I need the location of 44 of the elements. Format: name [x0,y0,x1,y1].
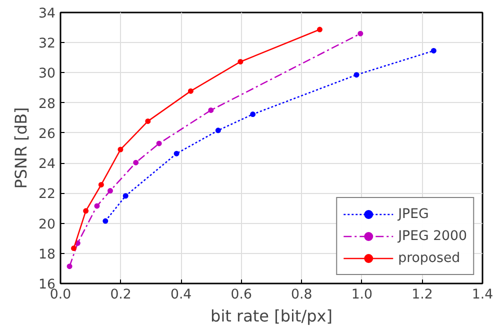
x-tick-label: 0.2 [110,288,132,302]
x-tick-label: 1.2 [412,288,433,302]
point [83,208,89,214]
point [118,146,124,152]
point [156,140,162,146]
y-tick-label: 28 [38,96,56,112]
point [133,160,139,166]
point [208,107,214,113]
legend-label: JPEG 2000 [398,228,467,244]
point [66,264,72,270]
y-tick-label: 26 [38,126,56,142]
x-tick-label: 0.6 [230,288,252,302]
legend-label: proposed [398,250,460,266]
point [250,112,256,118]
y-tick-label: 18 [38,247,56,262]
point [316,26,322,32]
point [215,128,221,134]
x-axis-title: bit rate [bit/px] [210,306,332,326]
legend-label: JPEG [398,206,429,222]
y-tick-label: 32 [38,36,56,52]
point [71,246,77,252]
y-tick-label: 30 [38,66,56,82]
point [98,182,104,188]
point [174,150,180,156]
y-tick-label: 24 [38,157,56,172]
x-tick-label: 0.8 [291,288,312,302]
point [354,72,360,78]
x-tick-label: 1.0 [351,288,373,302]
point [107,188,113,194]
point [94,203,100,209]
point [430,48,436,54]
point [122,193,128,199]
point [188,88,194,94]
x-tick-label: 1.4 [472,288,494,302]
y-tick-label: 20 [38,217,56,232]
y-tick-label: 22 [38,187,56,202]
point [358,30,364,36]
x-tick-label: 0.0 [50,288,72,302]
x-tick-label: 0.4 [170,288,192,302]
point [102,218,108,224]
point [145,118,151,124]
y-tick-label: 34 [38,6,56,22]
y-axis-title: PSNR [dB] [12,107,31,189]
point [238,58,244,64]
